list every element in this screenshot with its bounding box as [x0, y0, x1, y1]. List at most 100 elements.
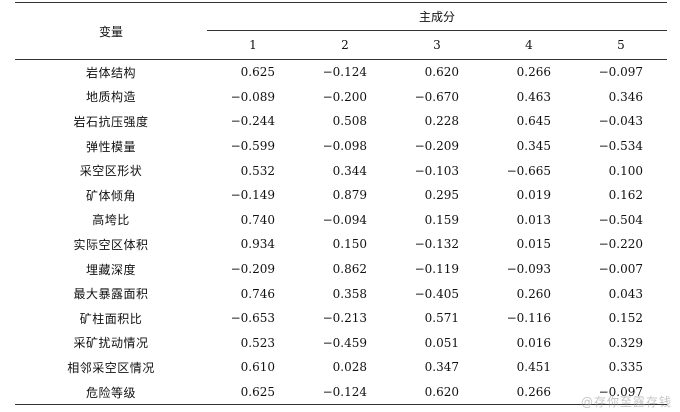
loading-value-cell: −0.200 — [322, 89, 367, 104]
loading-value-cell: −0.599 — [230, 139, 275, 154]
variable-name-cell: 矿体倾角 — [85, 188, 136, 203]
loading-value-cell: 0.329 — [608, 335, 643, 350]
variable-name-cell: 采空区形状 — [79, 164, 143, 179]
loading-value-cell: 0.150 — [332, 237, 367, 252]
loading-value-cell: 0.645 — [516, 114, 551, 129]
variable-name-cell: 实际空区体积 — [73, 237, 149, 252]
loading-value-cell: −0.103 — [414, 163, 459, 178]
loading-value-cell: 0.746 — [240, 286, 275, 301]
loading-value-cell: 0.523 — [240, 335, 275, 350]
loading-value-cell: 0.625 — [240, 65, 275, 80]
table-row: 埋藏深度 −0.209 0.862 −0.119 −0.093 −0.007 — [15, 257, 667, 282]
variable-name-cell: 采矿扰动情况 — [73, 336, 149, 351]
variable-name-cell: 最大暴露面积 — [73, 287, 149, 302]
table-row: 相邻采空区情况 0.610 0.028 0.347 0.451 0.335 — [15, 355, 667, 380]
loading-value-cell: −0.116 — [506, 311, 551, 326]
loading-value-cell: 0.159 — [424, 212, 459, 227]
loading-value-cell: 0.879 — [332, 188, 367, 203]
variable-column-header: 变量 — [15, 2, 207, 60]
table-row: 采空区形状 0.532 0.344 −0.103 −0.665 0.100 — [15, 158, 667, 183]
component-header-1: 1 — [207, 30, 299, 60]
loading-value-cell: 0.571 — [424, 311, 459, 326]
loading-value-cell: −0.098 — [322, 139, 367, 154]
loading-value-cell: 0.451 — [516, 360, 551, 375]
watermark-text: @存你至露存钱 — [580, 395, 672, 409]
loading-value-cell: 0.345 — [516, 139, 551, 154]
loading-value-cell: −0.093 — [506, 262, 551, 277]
loading-value-cell: 0.016 — [516, 335, 551, 350]
component-header-2: 2 — [299, 30, 391, 60]
loading-value-cell: −0.220 — [598, 237, 643, 252]
loading-value-cell: −0.405 — [414, 286, 459, 301]
principal-component-table: 变量 主成分 1 2 3 4 5 岩体结构 0.625 −0.124 0.620 0.2… — [15, 2, 667, 406]
variable-name-cell: 矿柱面积比 — [79, 311, 143, 326]
loading-value-cell: −0.665 — [506, 163, 551, 178]
loading-value-cell: −0.089 — [230, 89, 275, 104]
table-row: 弹性模量 −0.599 −0.098 −0.209 0.345 −0.534 — [15, 134, 667, 159]
table-row: 矿柱面积比 −0.653 −0.213 0.571 −0.116 0.152 — [15, 306, 667, 331]
variable-name-cell: 埋藏深度 — [85, 262, 136, 277]
loading-value-cell: −0.097 — [598, 65, 643, 80]
loading-value-cell: −0.043 — [598, 114, 643, 129]
variable-name-cell: 岩石抗压强度 — [73, 114, 149, 129]
loading-value-cell: 0.266 — [516, 65, 551, 80]
loading-value-cell: 0.051 — [424, 335, 459, 350]
component-header-5: 5 — [575, 30, 667, 60]
loading-value-cell: −0.213 — [322, 311, 367, 326]
loading-value-cell: 0.266 — [483, 379, 575, 406]
table-row: 最大暴露面积 0.746 0.358 −0.405 0.260 0.043 — [15, 281, 667, 306]
table-row: 岩体结构 0.625 −0.124 0.620 0.266 −0.097 — [15, 60, 667, 85]
loading-value-cell: 0.347 — [424, 360, 459, 375]
variable-name-cell: 高垮比 — [92, 213, 130, 228]
table-row: 实际空区体积 0.934 0.150 −0.132 0.015 −0.220 — [15, 232, 667, 257]
variable-name-cell: 岩体结构 — [85, 65, 136, 80]
loading-value-cell: −0.209 — [230, 262, 275, 277]
loading-value-cell: −0.209 — [414, 139, 459, 154]
table-row: 危险等级 0.625 −0.124 0.620 0.266 −0.097 — [15, 379, 667, 406]
variable-name-cell: 弹性模量 — [85, 139, 136, 154]
loading-value-cell: −0.244 — [230, 114, 275, 129]
loading-value-cell: −0.653 — [230, 311, 275, 326]
loading-value-cell: 0.335 — [608, 360, 643, 375]
loading-value-cell: 0.625 — [207, 379, 299, 406]
loading-value-cell: −0.149 — [230, 188, 275, 203]
loading-value-cell: 0.028 — [332, 360, 367, 375]
table-row: 矿体倾角 −0.149 0.879 0.295 0.019 0.162 — [15, 183, 667, 208]
loading-value-cell: −0.119 — [414, 262, 459, 277]
principal-component-group-header: 主成分 — [207, 2, 667, 31]
component-header-4: 4 — [483, 30, 575, 60]
loading-value-cell: 0.100 — [608, 163, 643, 178]
loading-value-cell: 0.346 — [608, 89, 643, 104]
loading-value-cell: 0.740 — [240, 212, 275, 227]
loading-value-cell: 0.610 — [240, 360, 275, 375]
principal-component-table-container: 变量 主成分 1 2 3 4 5 岩体结构 0.625 −0.124 0.620 0.2… — [15, 2, 667, 406]
table-header: 变量 主成分 1 2 3 4 5 — [15, 2, 667, 60]
loading-value-cell: 0.228 — [424, 114, 459, 129]
loading-value-cell: 0.532 — [240, 163, 275, 178]
loading-value-cell: −0.132 — [414, 237, 459, 252]
loading-value-cell: 0.463 — [516, 89, 551, 104]
loading-value-cell: 0.013 — [516, 212, 551, 227]
variable-name-cell: 危险等级 — [15, 379, 207, 406]
loading-value-cell: 0.508 — [332, 114, 367, 129]
loading-value-cell: 0.152 — [608, 311, 643, 326]
loading-value-cell: 0.620 — [391, 379, 483, 406]
table-row: 高垮比 0.740 −0.094 0.159 0.013 −0.504 — [15, 208, 667, 233]
loading-value-cell: 0.019 — [516, 188, 551, 203]
loading-value-cell: −0.670 — [414, 89, 459, 104]
loading-value-cell: −0.094 — [322, 212, 367, 227]
loading-value-cell: −0.124 — [299, 379, 391, 406]
loading-value-cell: −0.459 — [322, 335, 367, 350]
loading-value-cell: 0.260 — [516, 286, 551, 301]
loading-value-cell: −0.097 — [575, 379, 667, 406]
table-body: 岩体结构 0.625 −0.124 0.620 0.266 −0.097 地质构造 −0.08… — [15, 60, 667, 406]
loading-value-cell: 0.862 — [332, 262, 367, 277]
table-row: 采矿扰动情况 0.523 −0.459 0.051 0.016 0.329 — [15, 331, 667, 356]
loading-value-cell: 0.934 — [240, 237, 275, 252]
component-header-3: 3 — [391, 30, 483, 60]
loading-value-cell: 0.358 — [332, 286, 367, 301]
loading-value-cell: 0.620 — [424, 65, 459, 80]
loading-value-cell: 0.344 — [332, 163, 367, 178]
loading-value-cell: −0.007 — [598, 262, 643, 277]
loading-value-cell: −0.124 — [322, 65, 367, 80]
